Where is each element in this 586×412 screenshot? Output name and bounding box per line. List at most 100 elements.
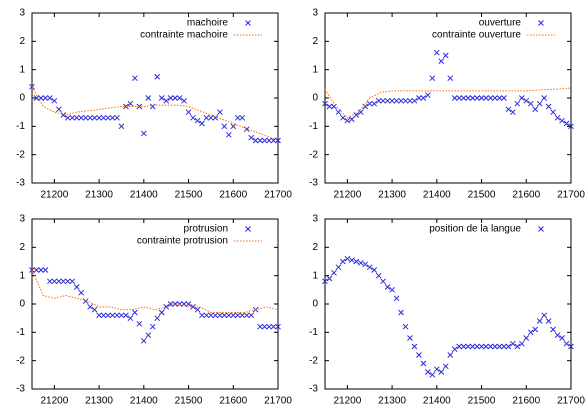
data-point	[398, 97, 404, 104]
data-point	[96, 312, 102, 319]
x-tick-label: 21700	[557, 396, 585, 407]
data-point	[366, 100, 373, 107]
data-point	[429, 75, 436, 82]
y-tick-label: 3	[19, 214, 25, 225]
data-point	[208, 312, 214, 319]
y-tick-label: 1	[312, 64, 318, 75]
data-point	[60, 112, 67, 118]
data-point	[239, 114, 246, 121]
data-point	[550, 109, 556, 116]
data-point	[362, 261, 369, 268]
data-point	[172, 301, 178, 307]
data-point	[234, 312, 241, 319]
data-point	[362, 103, 369, 110]
data-point	[194, 306, 201, 313]
data-point	[217, 312, 223, 319]
x-tick-label: 21600	[512, 396, 540, 407]
data-point	[261, 137, 268, 144]
data-point	[563, 120, 570, 127]
data-point	[257, 323, 263, 330]
data-point	[425, 92, 431, 99]
data-point	[194, 117, 201, 124]
data-point	[326, 103, 333, 110]
data-point	[266, 137, 272, 144]
data-point	[456, 95, 463, 101]
data-point	[149, 323, 156, 330]
data-point	[73, 284, 80, 290]
y-tick-label: -1	[16, 121, 25, 132]
data-point	[248, 134, 255, 141]
data-point	[429, 371, 436, 378]
data-point	[225, 312, 232, 319]
y-tick-label: 1	[312, 270, 318, 281]
data-point	[393, 295, 400, 302]
data-point	[393, 97, 400, 104]
x-tick-label: 21200	[40, 396, 68, 407]
data-point	[38, 267, 44, 273]
data-point	[527, 329, 534, 336]
data-point	[510, 109, 516, 116]
legend-label: contrainte protrusion	[137, 236, 228, 247]
x-tick-label: 21400	[423, 190, 451, 201]
data-point	[442, 363, 449, 370]
legend-label: ouverture	[479, 18, 522, 29]
data-point	[55, 106, 62, 113]
data-point	[501, 343, 507, 350]
data-point	[145, 332, 152, 339]
data-point	[105, 312, 111, 319]
data-point	[344, 117, 351, 124]
data-point	[389, 97, 395, 104]
data-point	[505, 343, 512, 350]
data-point	[199, 120, 205, 127]
data-point	[38, 95, 44, 101]
data-point	[105, 114, 111, 121]
data-point	[127, 100, 134, 107]
data-point	[64, 114, 71, 121]
y-tick-label: 2	[312, 242, 318, 253]
data-point	[465, 343, 471, 350]
x-tick-label: 21500	[175, 396, 203, 407]
data-point	[335, 264, 342, 271]
data-point	[433, 49, 440, 56]
data-point	[527, 100, 534, 107]
data-point	[353, 112, 360, 118]
data-point	[483, 95, 489, 101]
data-point	[465, 95, 471, 101]
data-point	[149, 103, 156, 110]
legend-label: protrusion	[184, 224, 228, 235]
data-point	[145, 95, 152, 101]
data-line	[324, 87, 572, 119]
data-point	[33, 95, 40, 101]
legend-label: contrainte machoire	[140, 30, 228, 41]
y-tick-label: -1	[309, 327, 318, 338]
data-point	[487, 95, 494, 101]
data-point	[438, 58, 445, 65]
data-point	[163, 303, 170, 310]
data-point	[420, 95, 427, 101]
data-point	[60, 278, 67, 285]
y-tick-label: 2	[19, 36, 25, 47]
data-point	[261, 323, 268, 330]
y-tick-label: -2	[309, 355, 318, 366]
legend-symbol	[245, 20, 251, 26]
data-point	[559, 335, 565, 341]
data-point	[87, 303, 93, 310]
data-point	[118, 312, 125, 319]
data-point	[496, 95, 503, 101]
data-point	[402, 323, 409, 330]
data-point	[353, 258, 360, 265]
x-tick-label: 21700	[557, 190, 585, 201]
data-point	[136, 320, 143, 327]
y-tick-label: 0	[19, 93, 25, 104]
data-point	[380, 278, 386, 285]
data-point	[340, 114, 346, 121]
data-point	[518, 95, 525, 101]
data-point	[42, 267, 49, 273]
data-point	[225, 131, 232, 138]
data-point	[239, 312, 246, 319]
data-point	[185, 301, 192, 307]
y-tick-label: -3	[309, 384, 318, 395]
data-point	[451, 346, 458, 353]
data-point	[447, 352, 454, 358]
data-point	[451, 95, 458, 101]
